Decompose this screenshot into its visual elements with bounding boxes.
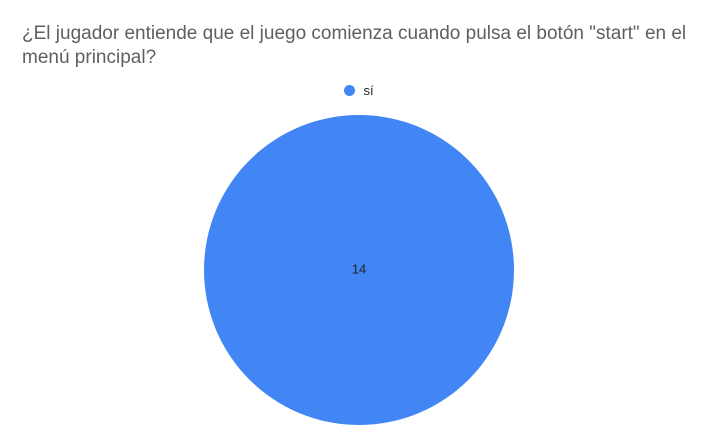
legend-swatch xyxy=(344,85,356,96)
pie-data-labels: 14 xyxy=(352,261,366,276)
legend-item-si[interactable]: sí xyxy=(344,83,374,98)
chart-title: ¿El jugador entiende que el juego comien… xyxy=(22,23,687,68)
pie-slices xyxy=(204,115,514,425)
pie-data-label: 14 xyxy=(352,261,366,276)
legend-label: sí xyxy=(363,83,374,98)
pie-slice[interactable] xyxy=(204,115,514,425)
legend: sí xyxy=(0,83,718,98)
